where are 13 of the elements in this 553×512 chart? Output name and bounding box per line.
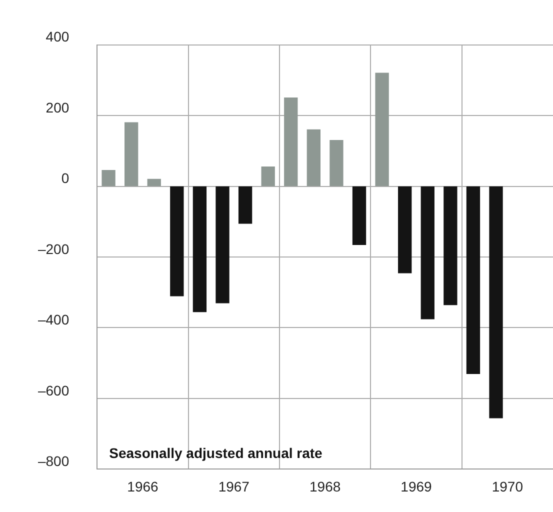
- x-tick-label: 1968: [309, 478, 341, 494]
- y-tick-label: –400: [38, 312, 70, 328]
- x-tick-label: 1970: [492, 478, 524, 494]
- x-tick-label: 1966: [127, 478, 159, 494]
- y-tick-label: 0: [61, 170, 70, 186]
- x-tick-label: 1969: [400, 478, 432, 494]
- y-tick-label: 200: [46, 99, 70, 116]
- y-tick-label: –800: [38, 453, 70, 470]
- annotation: Seasonally adjusted annual rate: [109, 445, 323, 462]
- y-tick-label: 400: [46, 28, 70, 45]
- y-tick-label: –600: [38, 382, 70, 398]
- x-tick-label: 1967: [218, 478, 250, 494]
- y-tick-label: –200: [38, 240, 70, 257]
